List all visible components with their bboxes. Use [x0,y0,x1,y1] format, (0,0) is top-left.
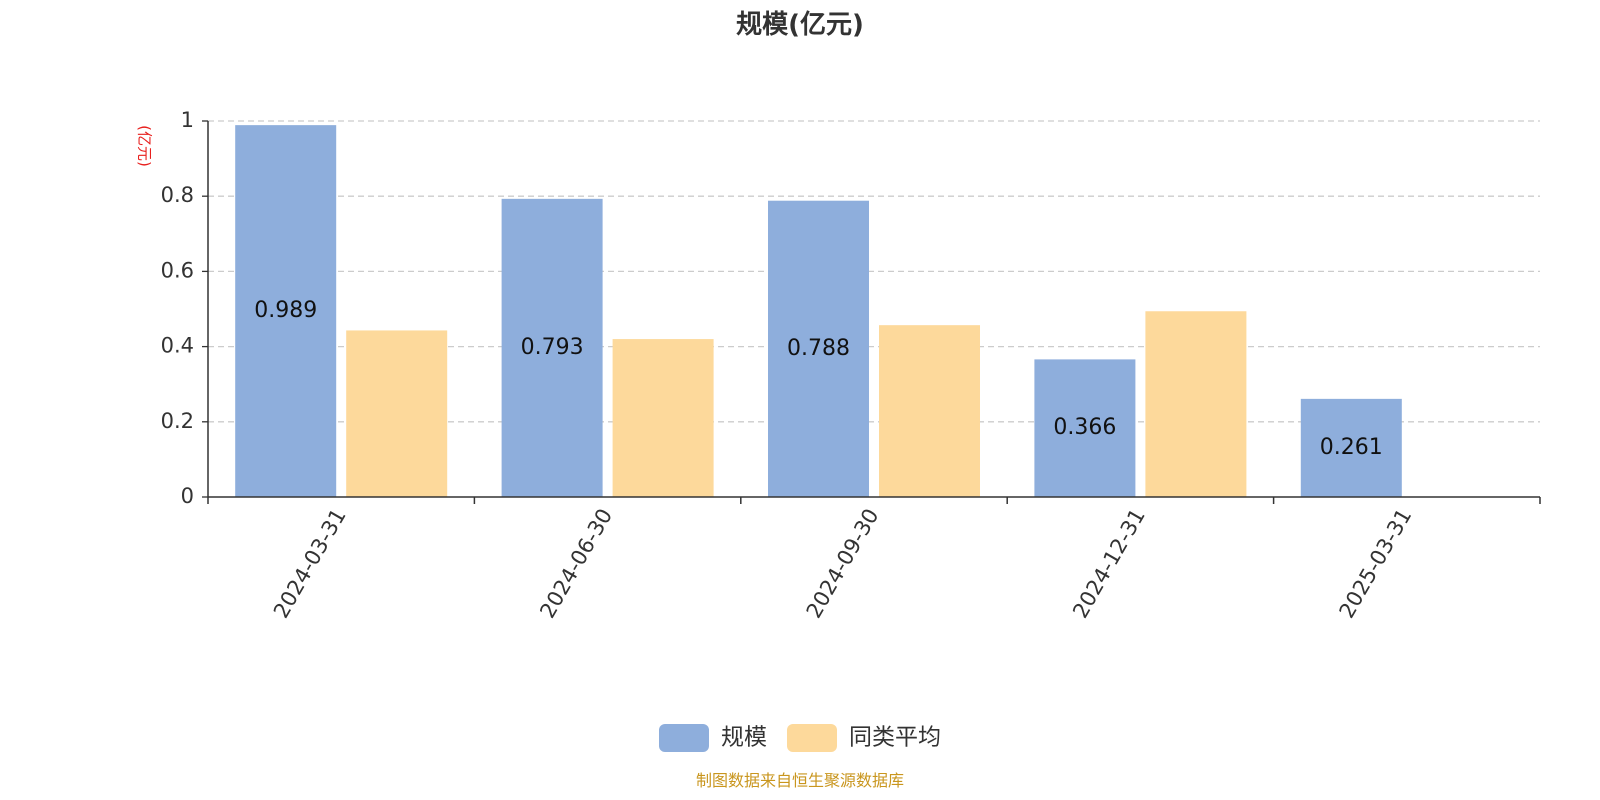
y-tick-label: 0.2 [161,409,194,433]
legend[interactable]: 规模 同类平均 [659,724,941,752]
x-tick-label: 2024-03-31 [269,505,351,623]
bar-scale[interactable] [1034,359,1136,497]
y-tick-label: 0.4 [161,334,194,358]
legend-item[interactable]: 同类平均 [787,724,941,752]
y-tick-label: 0.8 [161,183,194,207]
legend-item[interactable]: 规模 [659,724,767,752]
data-label: 0.989 [254,298,317,323]
legend-label: 同类平均 [849,725,941,751]
bar-peer-average[interactable] [612,339,714,497]
chart-title: 规模(亿元) [736,10,864,40]
y-tick-label: 0 [181,484,194,508]
bar-peer-average[interactable] [1145,311,1247,497]
data-label: 0.788 [787,336,850,361]
data-label: 0.366 [1053,415,1116,440]
bar-scale[interactable] [1300,398,1402,497]
x-tick-label: 2024-06-30 [535,505,617,623]
legend-swatch [787,724,837,752]
legend-label: 规模 [721,725,767,751]
bar-scale[interactable] [501,198,603,497]
bar-peer-average[interactable] [879,325,980,497]
data-label: 0.261 [1320,435,1383,460]
legend-swatch [659,724,709,752]
bars [235,125,1402,498]
x-tick-label: 2025-03-31 [1335,505,1417,623]
x-tick-label: 2024-12-31 [1068,505,1150,623]
data-label: 0.793 [521,335,584,360]
bar-scale[interactable] [235,125,337,498]
y-tick-label: 1 [181,108,194,132]
bar-scale[interactable] [768,200,869,497]
bar-peer-average[interactable] [346,330,448,497]
y-tick-label: 0.6 [161,258,194,282]
source-note: 制图数据来自恒生聚源数据库 [696,771,904,790]
x-tick-label: 2024-09-30 [802,505,884,623]
data-labels: 0.989 0.793 0.788 0.366 0.261 [254,298,1383,460]
y-axis-unit: (亿元) [136,125,154,167]
